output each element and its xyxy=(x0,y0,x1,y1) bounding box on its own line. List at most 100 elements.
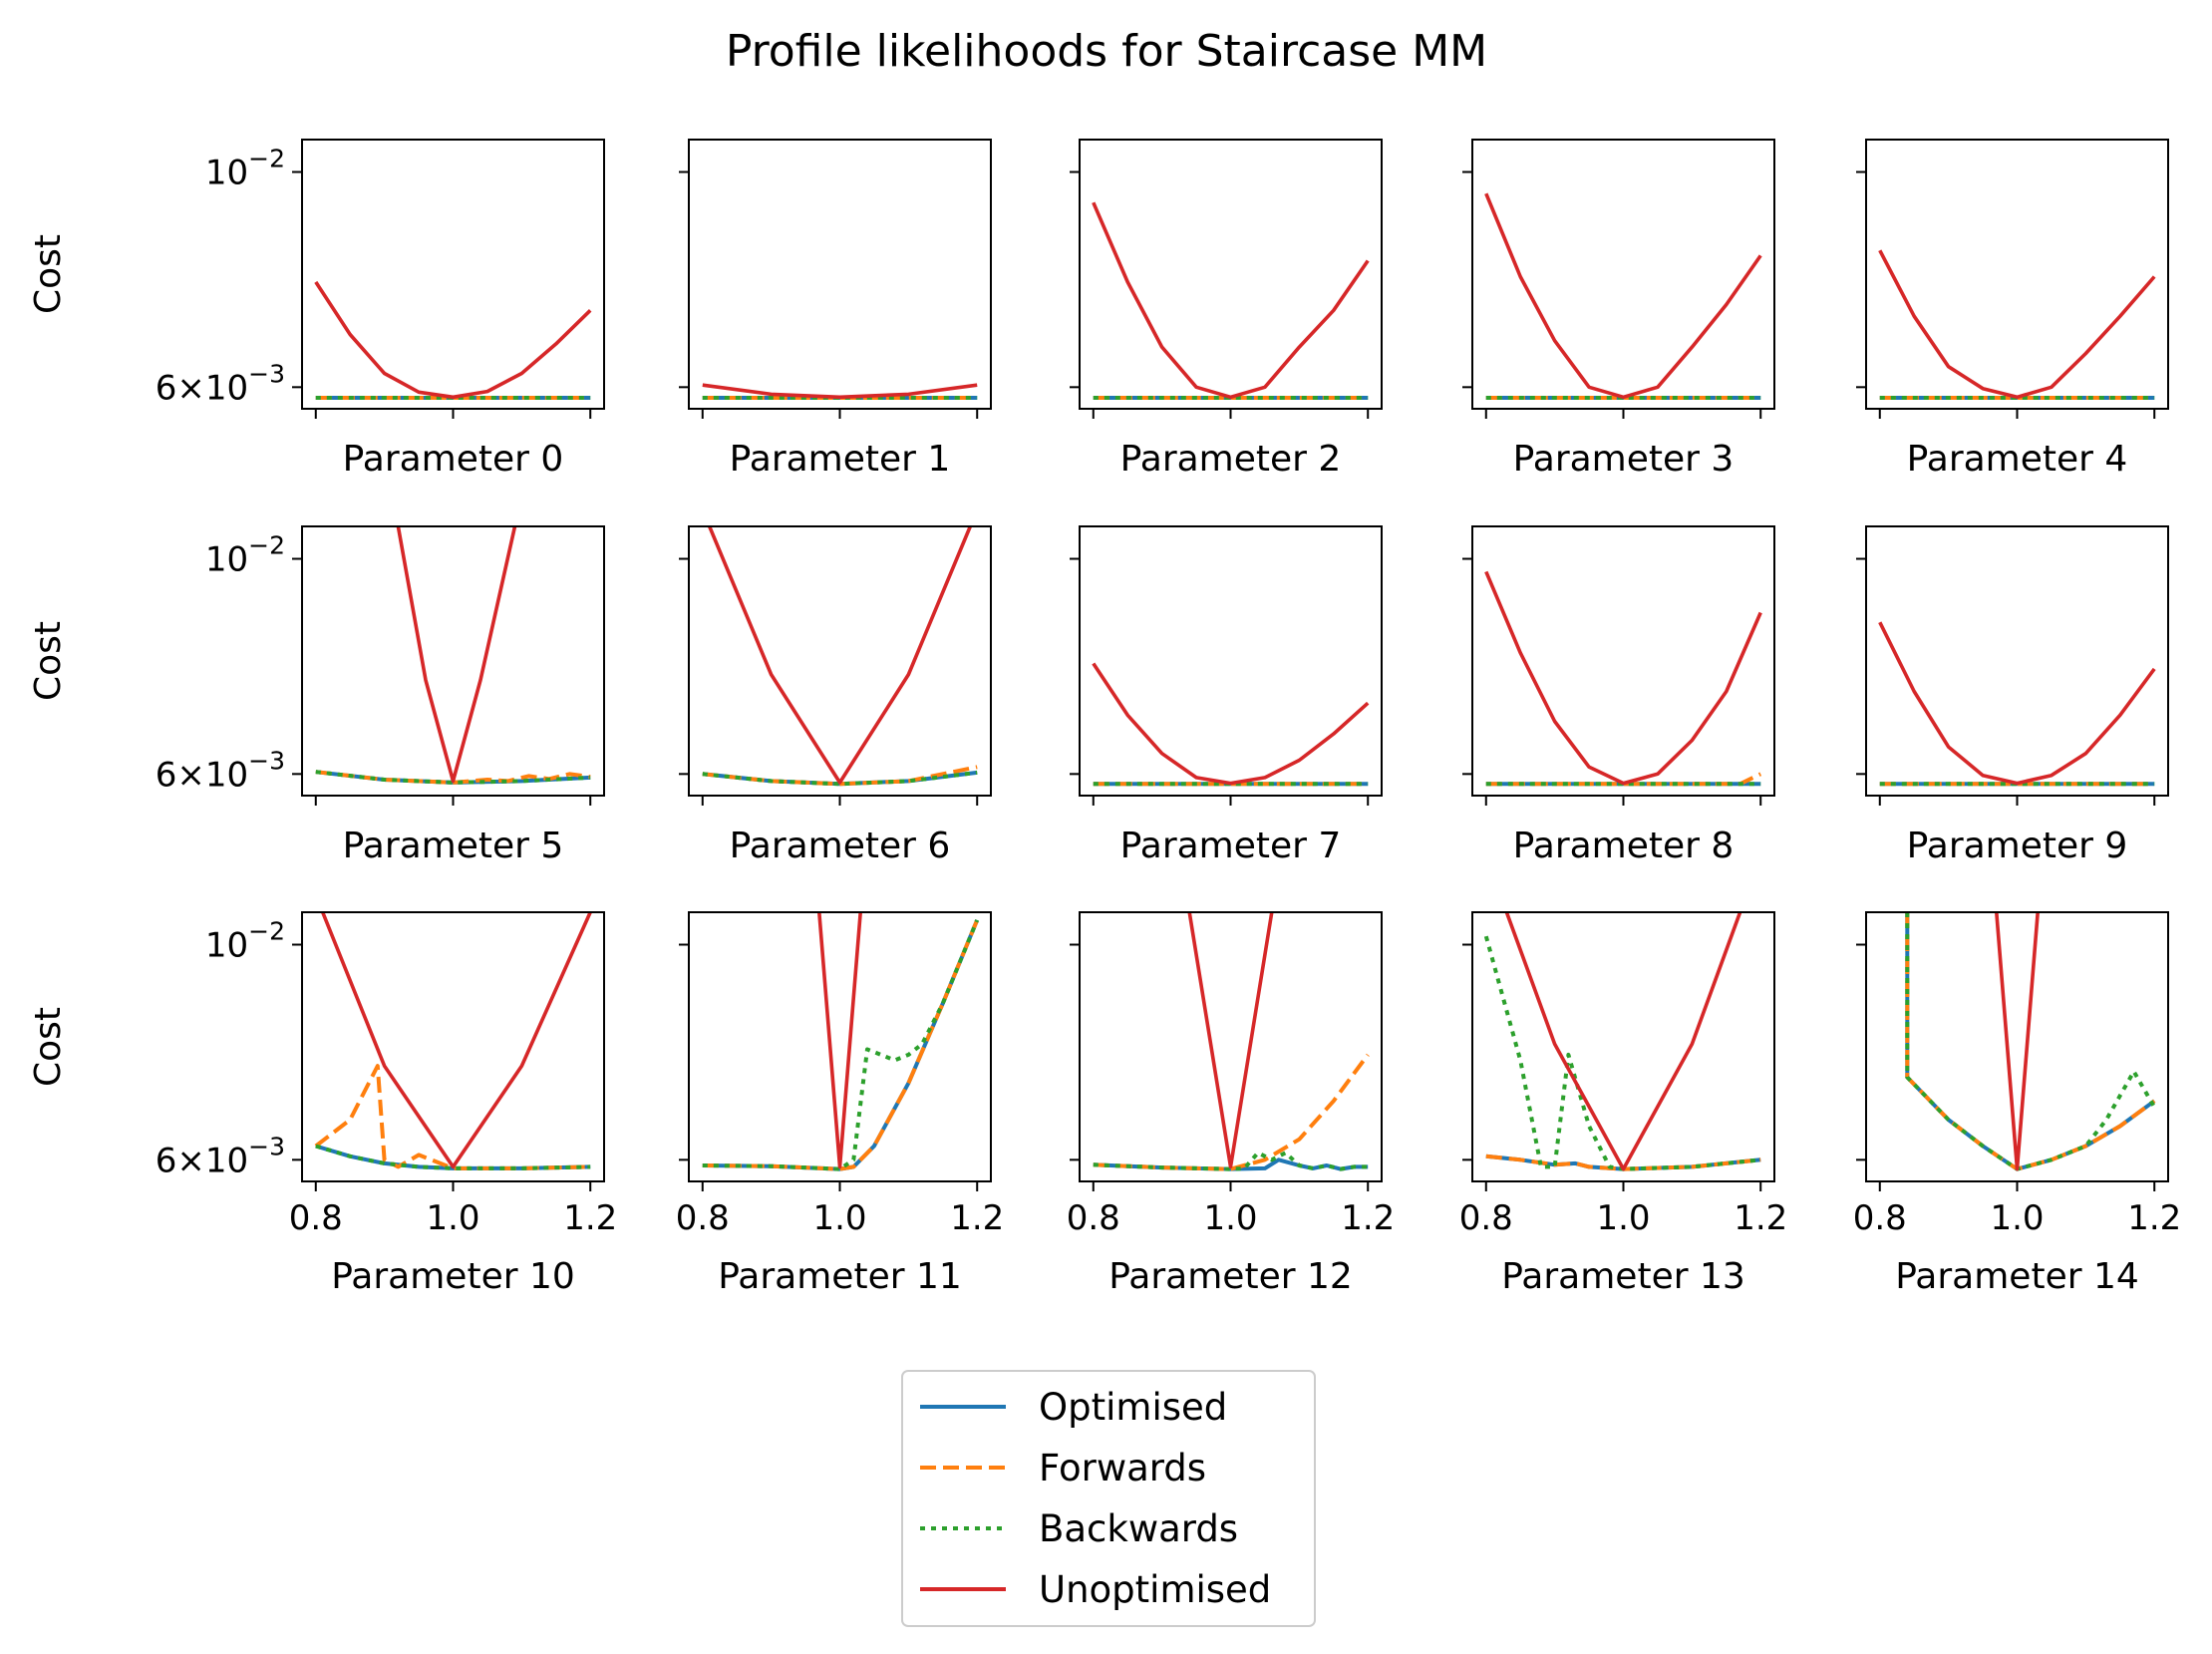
subplot-11: 0.8 1.0 1.2 Parameter 11 xyxy=(676,911,1004,1297)
x-tick-label: 1.2 xyxy=(1734,1198,1787,1238)
x-tick-label: 0.8 xyxy=(1067,1198,1120,1238)
series-line-unoptimised xyxy=(1092,662,1370,786)
axes-frame xyxy=(301,525,605,797)
series-line-unoptimised xyxy=(1092,201,1370,400)
x-axis-label: Parameter 0 xyxy=(343,439,564,480)
series-group xyxy=(702,912,980,1171)
x-tick-label: 1.0 xyxy=(426,1198,479,1238)
x-axis-label: Parameter 9 xyxy=(1907,826,2128,866)
series-line-backwards xyxy=(702,919,980,1171)
axes-frame xyxy=(1865,525,2169,797)
axes-frame xyxy=(688,525,992,797)
series-line-unoptimised xyxy=(1504,912,1742,1171)
x-tick-label: 1.2 xyxy=(950,1198,1004,1238)
x-axis-label: Parameter 5 xyxy=(343,826,564,866)
subplot-3: Parameter 3 xyxy=(1462,139,1775,480)
series-line-unoptimised xyxy=(1995,912,2040,1171)
subplot-13: 0.8 1.0 1.2 Parameter 13 xyxy=(1459,911,1787,1297)
x-tick-label: 1.0 xyxy=(1596,1198,1650,1238)
series-line-backwards xyxy=(315,770,591,785)
series-group xyxy=(1878,249,2156,400)
x-tick-label: 0.8 xyxy=(289,1198,343,1238)
series-line-backwards xyxy=(1905,912,2156,1171)
series-line-unoptimised xyxy=(1878,249,2156,400)
series-group xyxy=(1483,912,1761,1171)
subplot-10: 0.8 1.0 1.2 Parameter 10 10−2 6×10−3 Cost xyxy=(28,911,617,1297)
legend-item-forwards: Forwards xyxy=(920,1447,1206,1489)
series-group xyxy=(1484,570,1762,787)
series-line-optimised xyxy=(1905,912,2156,1171)
subplot-7: Parameter 7 xyxy=(1070,525,1383,866)
series-line-forwards xyxy=(702,919,980,1171)
series-line-optimised xyxy=(702,919,980,1171)
subplot-8: Parameter 8 xyxy=(1462,525,1775,866)
series-group xyxy=(1092,201,1370,400)
x-axis-label: Parameter 13 xyxy=(1501,1256,1745,1297)
legend-label: Forwards xyxy=(1039,1447,1206,1489)
x-axis-label: Parameter 8 xyxy=(1513,826,1735,866)
series-line-unoptimised xyxy=(817,912,862,1169)
series-line-backwards xyxy=(315,1144,591,1170)
series-group xyxy=(314,912,592,1170)
y-tick-label: 10−2 xyxy=(205,531,285,580)
x-tick-label: 1.0 xyxy=(812,1198,866,1238)
y-tick-label: 6×10−3 xyxy=(156,359,285,408)
subplot-1: Parameter 1 xyxy=(679,139,992,480)
legend-label: Optimised xyxy=(1039,1386,1227,1429)
x-tick-label: 0.8 xyxy=(676,1198,730,1238)
series-group xyxy=(702,526,978,787)
series-group xyxy=(1093,912,1370,1171)
series-group xyxy=(1905,912,2156,1171)
series-group xyxy=(314,280,592,400)
x-axis-label: Parameter 1 xyxy=(730,439,951,480)
series-line-backwards xyxy=(702,770,978,787)
x-tick-label: 0.8 xyxy=(1853,1198,1907,1238)
y-axis-label: Cost xyxy=(28,621,69,701)
x-tick-label: 1.0 xyxy=(1203,1198,1257,1238)
subplot-12: 0.8 1.0 1.2 Parameter 12 xyxy=(1067,911,1395,1297)
series-line-unoptimised xyxy=(1878,621,2156,786)
series-line-unoptimised xyxy=(708,526,972,785)
axes-frame xyxy=(1865,139,2169,410)
subplot-6: Parameter 6 xyxy=(679,525,992,866)
series-group xyxy=(702,383,978,400)
x-axis-label: Parameter 4 xyxy=(1907,439,2128,480)
y-tick-label: 6×10−3 xyxy=(156,746,285,795)
x-axis-label: Parameter 7 xyxy=(1120,826,1342,866)
series-line-unoptimised xyxy=(1484,192,1762,400)
x-axis-label: Parameter 11 xyxy=(718,1256,962,1297)
x-tick-label: 0.8 xyxy=(1459,1198,1513,1238)
series-line-unoptimised xyxy=(396,526,517,784)
series-line-forwards xyxy=(314,1064,591,1170)
axes-frame xyxy=(301,139,605,410)
series-group xyxy=(1092,662,1370,787)
series-line-forwards xyxy=(1093,1053,1370,1171)
series-line-unoptimised xyxy=(1187,912,1274,1169)
x-tick-label: 1.2 xyxy=(2127,1198,2181,1238)
series-line-unoptimised xyxy=(321,912,592,1169)
series-group xyxy=(1878,621,2156,787)
legend-item-optimised: Optimised xyxy=(920,1386,1227,1429)
chart-title: Profile likelihoods for Staircase MM xyxy=(726,26,1487,77)
axes-frame xyxy=(688,139,992,410)
x-tick-label: 1.0 xyxy=(1990,1198,2044,1238)
x-axis-label: Parameter 10 xyxy=(331,1256,575,1297)
series-line-unoptimised xyxy=(702,383,978,400)
subplot-5: Parameter 5 10−2 6×10−3 Cost xyxy=(28,525,605,866)
axes-frame xyxy=(1865,911,2169,1182)
x-axis-label: Parameter 2 xyxy=(1120,439,1342,480)
axes-frame xyxy=(1079,525,1383,797)
subplot-2: Parameter 2 xyxy=(1070,139,1383,480)
series-line-forwards xyxy=(1485,1154,1761,1171)
y-axis-label: Cost xyxy=(28,234,69,314)
legend-item-backwards: Backwards xyxy=(920,1507,1238,1550)
series-group xyxy=(1484,192,1762,400)
subplot-9: Parameter 9 xyxy=(1856,525,2169,866)
series-line-forwards xyxy=(1905,912,2156,1171)
axes-frame xyxy=(1471,525,1775,797)
legend-label: Unoptimised xyxy=(1039,1568,1271,1611)
axes-frame xyxy=(688,911,992,1182)
series-line-backwards xyxy=(1093,1151,1369,1171)
legend-item-unoptimised: Unoptimised xyxy=(920,1568,1271,1611)
x-axis-label: Parameter 12 xyxy=(1108,1256,1353,1297)
